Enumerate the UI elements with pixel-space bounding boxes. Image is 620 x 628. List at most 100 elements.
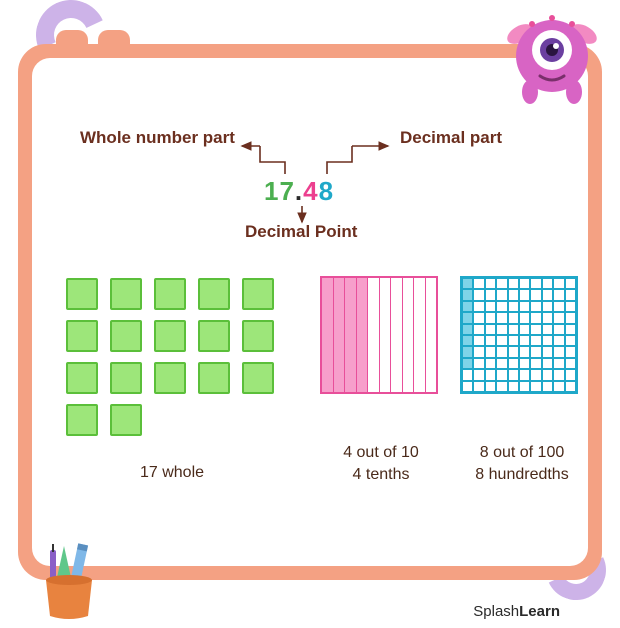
hundredth-cell	[473, 278, 484, 289]
hundredth-cell	[530, 301, 541, 312]
unit-block	[66, 362, 98, 394]
hundredth-cell	[530, 381, 541, 392]
brand-part1: Splash	[473, 603, 519, 620]
hundredth-cell	[473, 346, 484, 357]
hundredth-cell	[473, 301, 484, 312]
tenth-column	[334, 278, 346, 392]
tenth-column	[391, 278, 403, 392]
tenth-column	[426, 278, 437, 392]
hundredths-visual	[460, 276, 578, 394]
hundredth-cell	[553, 301, 564, 312]
hundredth-cell	[565, 335, 576, 346]
label-whole-number-part: Whole number part	[80, 128, 235, 148]
hundredth-cell	[530, 346, 541, 357]
hundredth-cell	[565, 278, 576, 289]
caption-ones: 17 whole	[112, 462, 232, 484]
hundredth-cell	[496, 346, 507, 357]
hundredth-cell	[485, 312, 496, 323]
hundredth-cell	[473, 289, 484, 300]
hundredth-cell	[542, 381, 553, 392]
unit-block	[66, 404, 98, 436]
hundredth-cell	[565, 301, 576, 312]
hundredth-cell	[496, 381, 507, 392]
hundredth-cell	[508, 358, 519, 369]
caption-hundredths: 8 out of 100 8 hundredths	[452, 442, 592, 485]
hundredth-cell	[519, 346, 530, 357]
hundredth-cell	[496, 324, 507, 335]
unit-block	[198, 320, 230, 352]
hundredth-cell	[553, 346, 564, 357]
hundredth-cell	[508, 369, 519, 380]
hundredth-cell	[530, 278, 541, 289]
unit-block	[198, 362, 230, 394]
hundredth-cell	[508, 289, 519, 300]
hundredth-cell	[565, 289, 576, 300]
hundredth-cell	[519, 324, 530, 335]
unit-block	[242, 320, 274, 352]
hundredth-cell	[508, 324, 519, 335]
hundredth-cell	[462, 278, 473, 289]
unit-block	[198, 278, 230, 310]
hundredth-cell	[542, 278, 553, 289]
hundredth-cell	[565, 381, 576, 392]
caption-hundredths-line2: 8 hundredths	[475, 466, 568, 483]
hundredth-cell	[485, 301, 496, 312]
hundredth-cell	[485, 358, 496, 369]
hundredth-cell	[508, 335, 519, 346]
hundredth-cell	[519, 335, 530, 346]
hundredth-cell	[473, 369, 484, 380]
unit-block	[154, 320, 186, 352]
tenth-column	[380, 278, 392, 392]
hundredth-cell	[485, 324, 496, 335]
hundredth-cell	[553, 369, 564, 380]
hundredth-cell	[462, 358, 473, 369]
unit-block	[110, 320, 142, 352]
hundredth-cell	[553, 278, 564, 289]
content-frame: Whole number part Decimal part Decimal P…	[18, 44, 602, 580]
hundredth-cell	[462, 335, 473, 346]
hundredth-cell	[496, 278, 507, 289]
hundredth-cell	[496, 358, 507, 369]
hundredth-cell	[542, 324, 553, 335]
tenth-column	[403, 278, 415, 392]
hundredth-cell	[485, 289, 496, 300]
hundredth-cell	[519, 358, 530, 369]
hundredth-cell	[553, 358, 564, 369]
hundredth-cell	[496, 335, 507, 346]
hundredth-cell	[553, 324, 564, 335]
caption-tenths-line1: 4 out of 10	[343, 444, 419, 461]
hundredth-cell	[553, 289, 564, 300]
ones-visual	[66, 278, 284, 436]
hundredth-cell	[496, 312, 507, 323]
hundredth-cell	[530, 369, 541, 380]
hundredth-cell	[530, 335, 541, 346]
caption-hundredths-line1: 8 out of 100	[480, 444, 565, 461]
hundredth-cell	[530, 289, 541, 300]
unit-block	[66, 278, 98, 310]
label-decimal-part: Decimal part	[400, 128, 502, 148]
hundredth-cell	[462, 289, 473, 300]
frame-tab-icon	[98, 30, 130, 48]
hundredth-cell	[519, 278, 530, 289]
hundredth-cell	[462, 312, 473, 323]
brand-logo: SplashLearn	[473, 603, 560, 620]
hundredth-cell	[542, 301, 553, 312]
tenth-column	[368, 278, 380, 392]
tenth-column	[345, 278, 357, 392]
hundredth-cell	[542, 289, 553, 300]
hundredth-cell	[462, 369, 473, 380]
hundredth-cell	[530, 358, 541, 369]
hundredth-cell	[473, 335, 484, 346]
tenths-visual	[320, 276, 438, 394]
hundredth-cell	[553, 335, 564, 346]
hundredth-cell	[542, 358, 553, 369]
hundredth-cell	[508, 312, 519, 323]
hundredth-cell	[462, 381, 473, 392]
hundredth-cell	[485, 346, 496, 357]
monster-mascot-icon	[502, 4, 602, 104]
hundredth-cell	[553, 312, 564, 323]
tenth-column	[414, 278, 426, 392]
hundredth-cell	[542, 346, 553, 357]
hundredth-cell	[473, 381, 484, 392]
hundredth-cell	[542, 369, 553, 380]
